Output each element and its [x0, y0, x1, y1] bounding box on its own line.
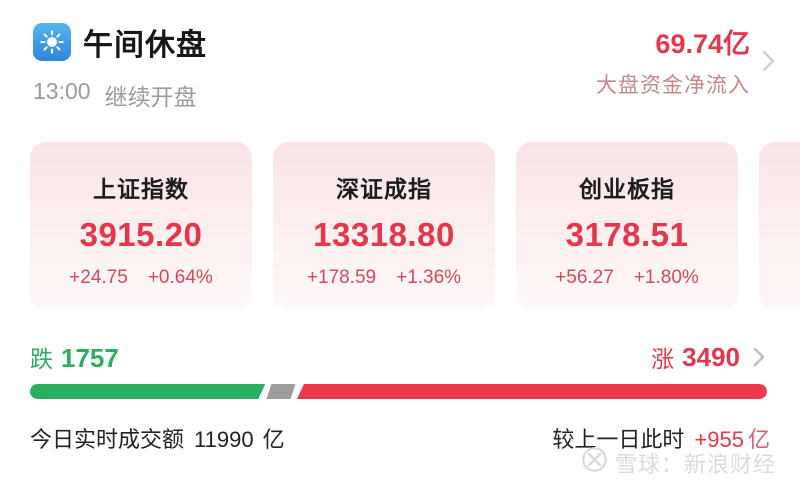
net-inflow-label: 大盘资金净流入 [596, 74, 750, 97]
index-card-partial[interactable]: + [759, 142, 800, 310]
index-change-pct: +0.64% [147, 267, 213, 288]
index-card-chinext[interactable]: 创业板指 3178.51 +56.27 +1.80% [516, 142, 738, 310]
breadth-bar [30, 384, 770, 399]
decliners-group: 跌 1757 [30, 340, 119, 374]
vs-yesterday-label: 较上一日此时 [552, 427, 685, 452]
index-value: 3915.20 [79, 216, 203, 253]
chevron-right-icon[interactable] [756, 46, 780, 76]
session-time: 13:00 [33, 78, 91, 104]
advancers-count: 3490 [682, 341, 740, 372]
header: 午间休盘 13:00 继续开盘 69.74亿 大盘资金净流入 [0, 0, 800, 112]
turnover-value: 11990 [194, 427, 254, 452]
unchanged-bar-segment [266, 384, 296, 399]
market-breadth: 跌 1757 涨 3490 [0, 340, 800, 399]
watermark-text: 雪球：新浪财经 [614, 451, 776, 477]
page-title: 午间休盘 [83, 29, 207, 62]
decliners-count: 1757 [61, 343, 119, 373]
index-name: 上证指数 [93, 176, 189, 202]
turnover-label: 今日实时成交额 [30, 427, 185, 452]
advancers-bar-segment [296, 384, 767, 399]
turnover-unit: 亿 [262, 427, 285, 452]
watermark: 雪球：新浪财经 [581, 446, 776, 479]
vs-yesterday-value: +955 [694, 427, 744, 452]
index-name: 创业板指 [579, 176, 675, 202]
index-value: 13318.80 [313, 216, 455, 253]
xueqiu-logo-icon [581, 446, 608, 479]
sun-icon [33, 23, 71, 61]
vs-yesterday-unit: 亿 [747, 427, 770, 452]
index-change: +56.27 [555, 267, 614, 288]
index-cards-row: 上证指数 3915.20 +24.75 +0.64% 深证成指 13318.80… [0, 142, 800, 310]
chevron-right-icon[interactable] [748, 344, 770, 370]
index-change-pct: +1.80% [633, 267, 699, 288]
advancers-label: 涨 [651, 346, 675, 372]
decliners-bar-segment [30, 384, 265, 399]
index-name: 深证成指 [336, 176, 432, 202]
net-inflow-link[interactable]: 69.74亿 大盘资金净流入 [596, 22, 780, 99]
index-value: 3178.51 [565, 216, 689, 253]
index-change: +178.59 [306, 267, 377, 288]
turnover-row: 今日实时成交额 11990 亿 较上一日此时 +955 亿 [0, 422, 800, 454]
session-note: 继续开盘 [104, 84, 197, 110]
advancers-link[interactable]: 涨 3490 [651, 340, 770, 374]
index-card-shenzhen[interactable]: 深证成指 13318.80 +178.59 +1.36% [273, 142, 495, 310]
index-change: +24.75 [69, 267, 128, 288]
index-change-pct: +1.36% [396, 267, 462, 288]
index-card-shanghai[interactable]: 上证指数 3915.20 +24.75 +0.64% [30, 142, 252, 310]
net-inflow-value: 69.74亿 [655, 29, 750, 59]
decliners-label: 跌 [30, 346, 53, 372]
